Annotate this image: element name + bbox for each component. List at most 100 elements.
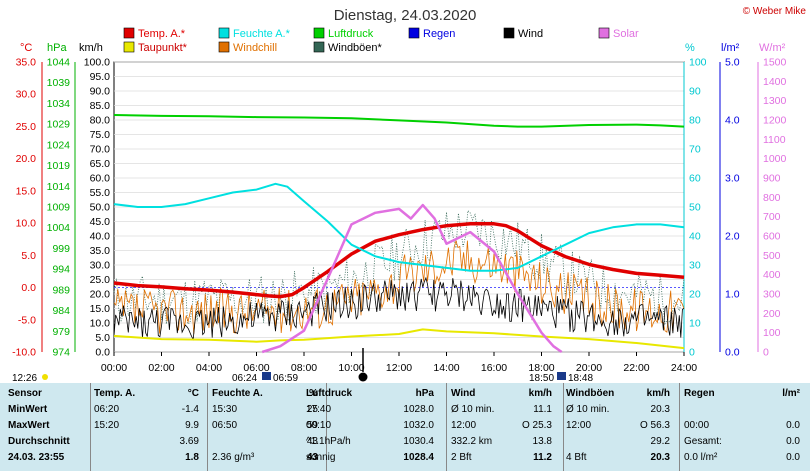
legend-swatch — [598, 27, 610, 39]
hpa-tick-label: 1004 — [47, 222, 71, 234]
kmh-unit-label: km/h — [79, 42, 103, 54]
x-tick-label: 14:00 — [433, 362, 459, 374]
stats-cell: 1028.4 — [403, 452, 434, 463]
hpa-tick-label: 979 — [52, 326, 70, 338]
sun-marker — [42, 374, 48, 380]
temp-tick-label: 20.0 — [16, 153, 37, 165]
legend-label: Solar — [613, 28, 639, 40]
hpa-tick-label: 1029 — [47, 119, 71, 131]
kmh-tick-label: 15.0 — [90, 303, 111, 315]
stats-cell: 00:00 — [684, 420, 710, 431]
stats-cell: 12:00 — [566, 420, 592, 431]
kmh-tick-label: 95.0 — [90, 71, 111, 83]
series-wind — [113, 276, 685, 341]
kmh-tick-label: 35.0 — [90, 245, 111, 257]
kmh-tick-label: 75.0 — [90, 129, 111, 141]
legend-label: Wind — [518, 28, 543, 40]
current-time-label: 12:26 — [12, 373, 37, 383]
rain-tick-label: 3.0 — [725, 173, 740, 185]
weather-chart: Dienstag, 24.03.2020 © Weber Mike Temp. A.… — [12, 6, 807, 383]
series-line — [113, 182, 685, 272]
x-tick-label: 02:00 — [148, 362, 174, 374]
stats-cell: O 56.3 — [639, 420, 670, 431]
stats-cell: O 25.3 — [521, 420, 552, 431]
stats-cell: 3.69 — [179, 436, 199, 447]
x-tick-label: 10:00 — [338, 362, 364, 374]
kmh-tick-label: 80.0 — [90, 115, 111, 127]
solar-tick-label: 900 — [763, 173, 781, 185]
pct-tick-label: 70 — [689, 144, 701, 156]
hpa-tick-label: 989 — [52, 284, 70, 296]
temp-tick-label: 25.0 — [16, 121, 37, 133]
solar-tick-label: 800 — [763, 192, 781, 204]
solar-tick-label: 700 — [763, 211, 781, 223]
column-divider — [679, 383, 680, 471]
temp-unit-label: °C — [20, 42, 32, 54]
stats-cell: ^1.1hPa/h — [306, 436, 351, 447]
temp-tick-label: 0.0 — [21, 282, 36, 294]
temp-tick-label: 35.0 — [16, 57, 37, 69]
solar-tick-label: 300 — [763, 289, 781, 301]
solar-tick-label: 600 — [763, 231, 781, 243]
solar-tick-label: 1100 — [763, 134, 786, 146]
rain-tick-label: 4.0 — [725, 115, 740, 127]
solar-tick-label: 100 — [763, 327, 781, 339]
kmh-tick-label: 100.0 — [84, 57, 110, 69]
stats-cell: 1030.4 — [403, 436, 434, 447]
sunrise-icon — [262, 372, 271, 380]
stats-row: 24.03. 23:55 1.8 2.36 g/m³ 43 sonnig 1028.4 2 … — [0, 451, 810, 465]
legend-label: Feuchte A.* — [233, 28, 291, 40]
stats-cell: 1032.0 — [403, 420, 434, 431]
rain-tick-label: 0.0 — [725, 347, 740, 359]
legend-label: Regen — [423, 28, 455, 40]
rain-tick-label: 1.0 — [725, 289, 740, 301]
pct-tick-label: 100 — [689, 57, 707, 69]
x-tick-label: 22:00 — [623, 362, 649, 374]
stats-cell: Temp. A. — [94, 388, 136, 399]
stats-cell: Feuchte A. — [212, 388, 263, 399]
pct-tick-label: 10 — [689, 318, 701, 330]
stats-cell: 15:20 — [94, 420, 120, 431]
hpa-tick-label: 1009 — [47, 202, 71, 214]
stats-cell: 4 Bft — [566, 452, 587, 463]
series-windchill — [113, 239, 685, 335]
stats-cell: 1.8 — [185, 452, 199, 463]
stats-cell: 332.2 km — [451, 436, 493, 447]
stats-cell: km/h — [528, 388, 552, 399]
stats-cell: Sensor — [8, 388, 42, 399]
stats-cell: 20.3 — [650, 404, 670, 415]
pct-tick-label: 0 — [689, 347, 695, 359]
kmh-tick-label: 60.0 — [90, 173, 111, 185]
stats-cell: 29.2 — [650, 436, 670, 447]
kmh-tick-label: 0.0 — [95, 347, 110, 359]
x-tick-label: 12:00 — [386, 362, 412, 374]
stats-cell: 17:40 — [306, 404, 332, 415]
kmh-tick-label: 90.0 — [90, 86, 111, 98]
stats-cell: Durchschnitt — [8, 436, 70, 447]
pct-tick-label: 40 — [689, 231, 701, 243]
hpa-tick-label: 1039 — [47, 77, 71, 89]
temp-tick-label: 30.0 — [16, 89, 37, 101]
stats-table: Sensor Temp. A. °C Feuchte A.% Luftdruck hPa W… — [0, 383, 810, 471]
sunset-icon — [557, 372, 566, 380]
stats-cell: Luftdruck — [306, 388, 353, 399]
stats-cell: Gesamt: — [684, 436, 722, 447]
pct-unit-label: % — [685, 42, 695, 54]
stats-cell: MaxWert — [8, 420, 50, 431]
kmh-tick-label: 25.0 — [90, 274, 111, 286]
legend-swatch — [313, 27, 325, 39]
pct-tick-label: 60 — [689, 173, 701, 185]
solar-tick-label: 1300 — [763, 95, 787, 107]
sunset2-label: 18:48 — [568, 373, 593, 383]
column-divider — [90, 383, 91, 471]
x-tick-label: 00:00 — [101, 362, 127, 374]
chart-title: Dienstag, 24.03.2020 — [334, 7, 477, 24]
stats-cell: 43 — [306, 436, 318, 447]
copyright-text: © Weber Mike — [743, 6, 807, 17]
solar-tick-label: 0 — [763, 347, 769, 359]
x-tick-label: 04:00 — [196, 362, 222, 374]
legend-swatch — [313, 41, 325, 53]
legend-swatch — [408, 27, 420, 39]
kmh-tick-label: 30.0 — [90, 260, 111, 272]
stats-cell: 0.0 — [786, 436, 800, 447]
